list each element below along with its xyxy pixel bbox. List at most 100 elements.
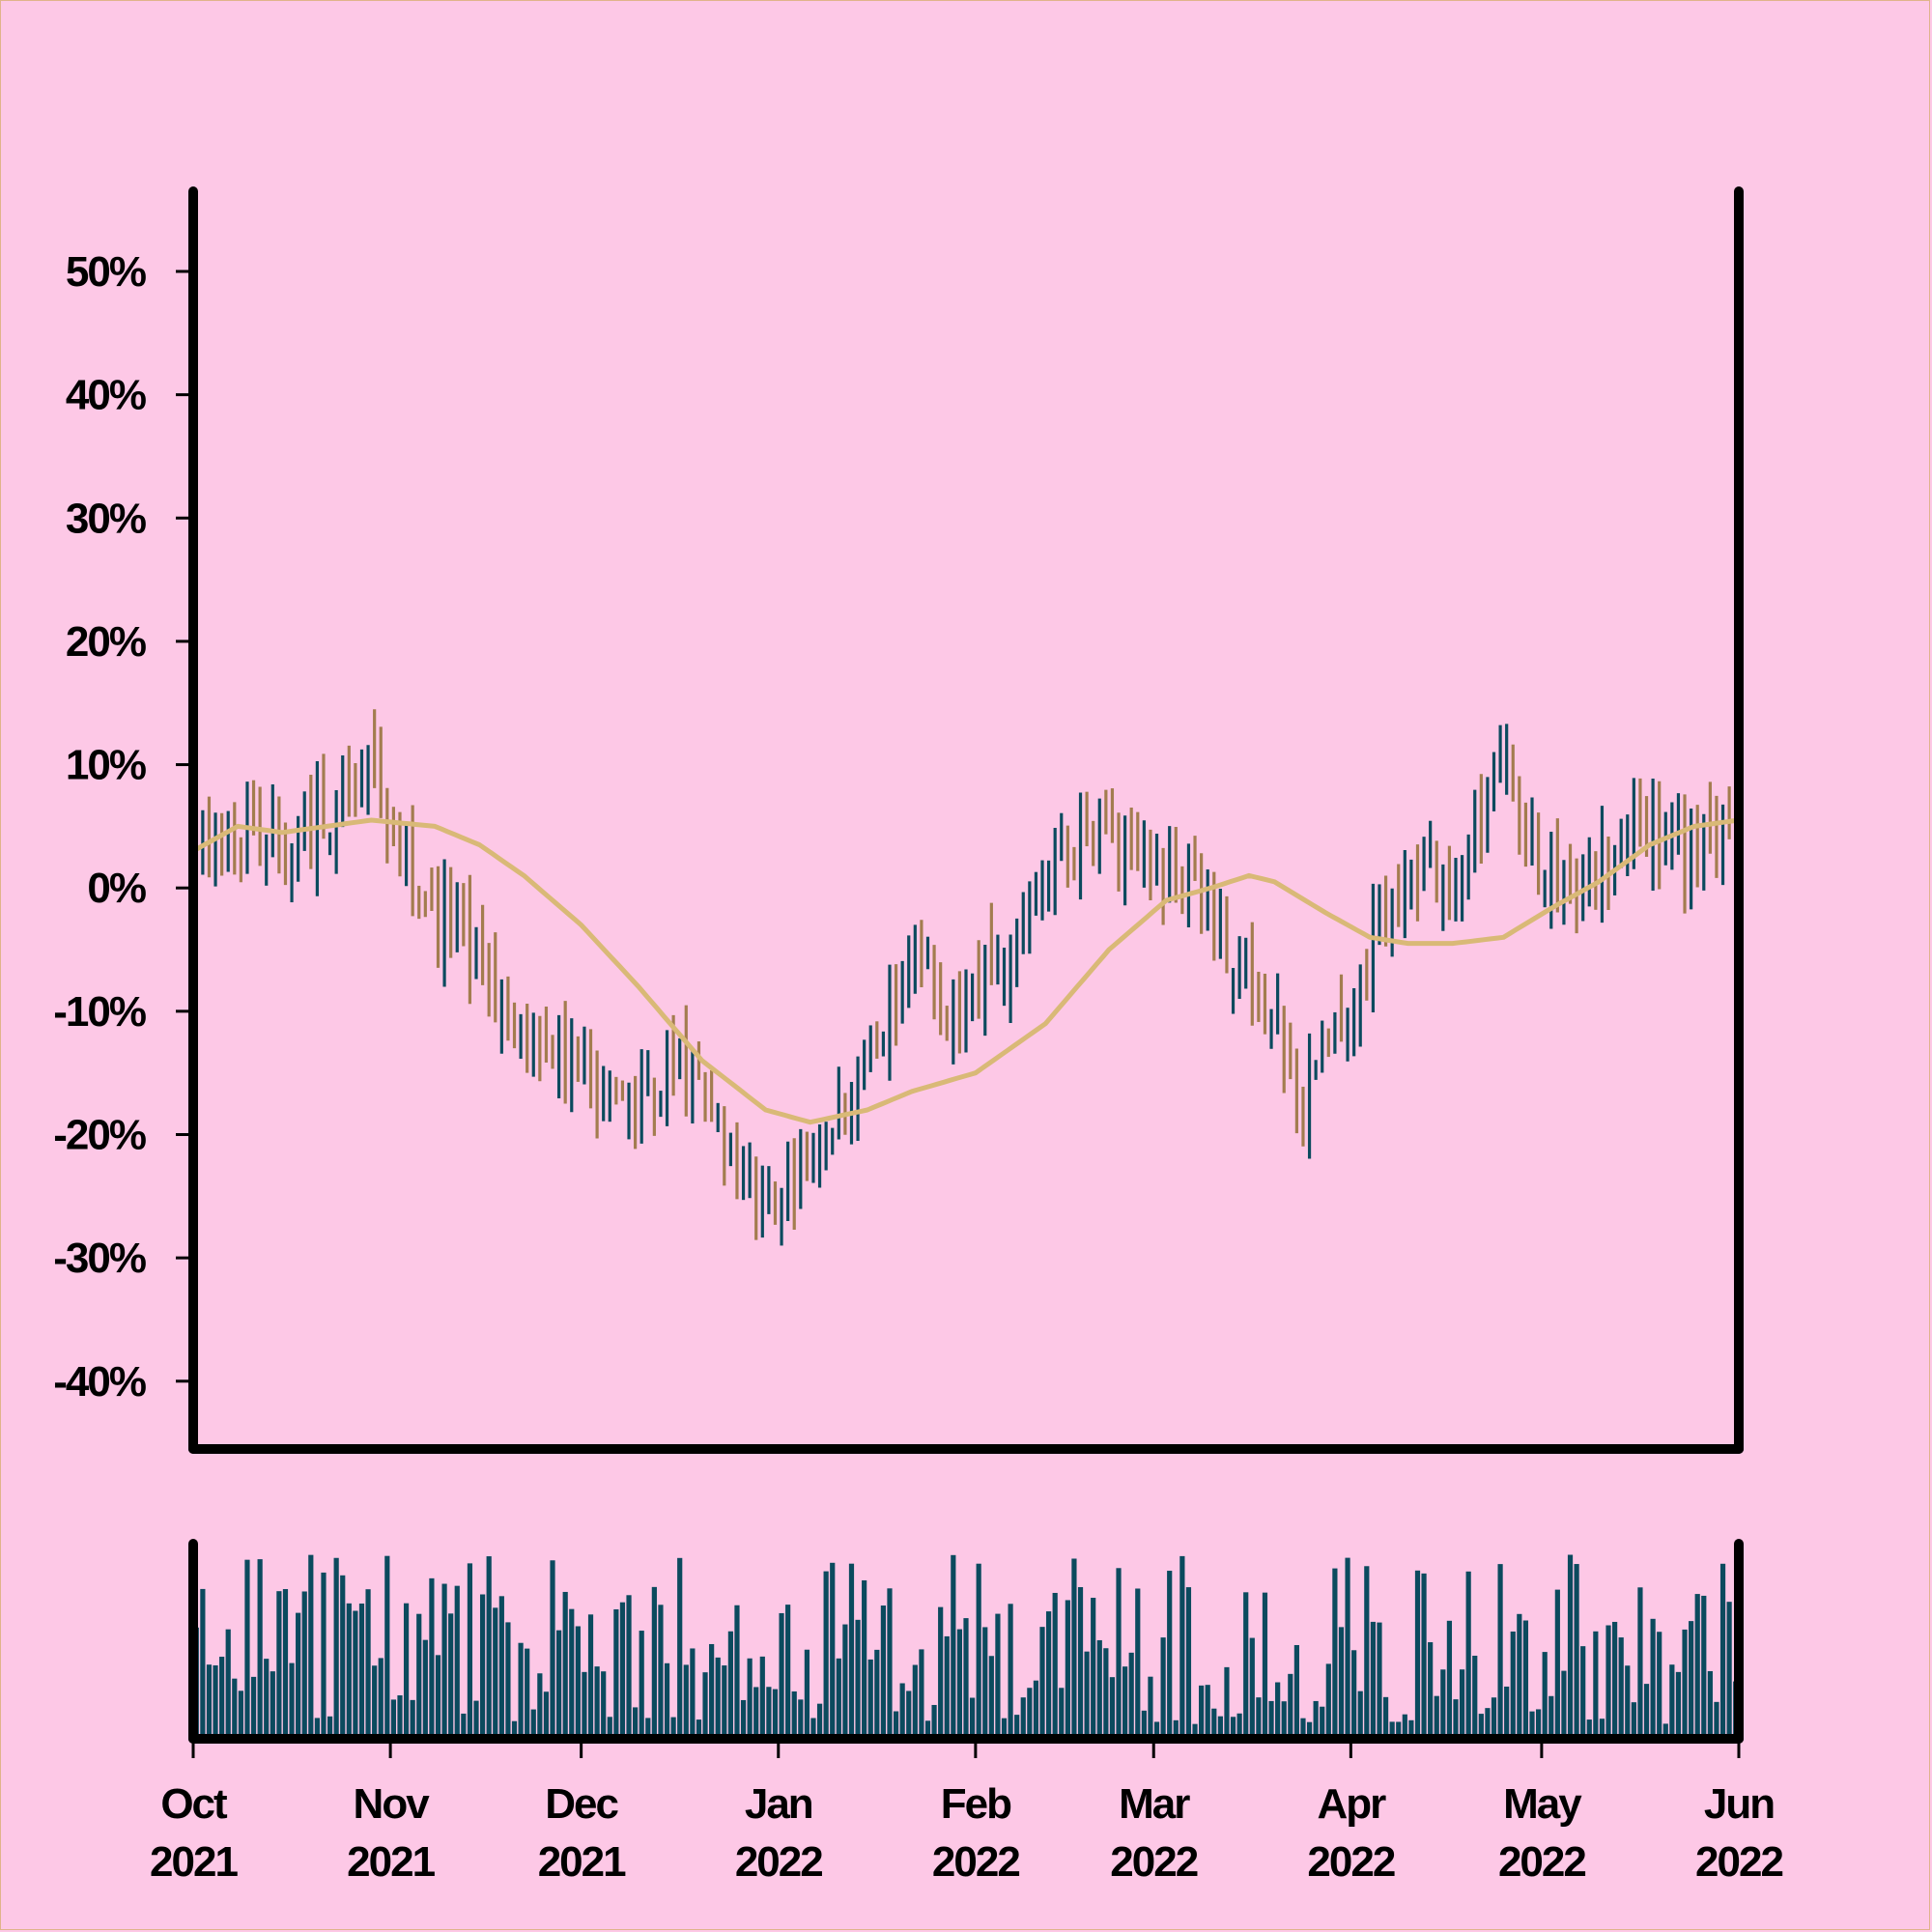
x-tick-month-label: Nov: [354, 1780, 431, 1828]
volume-bar: [1128, 1652, 1134, 1734]
y-tick-label: 30%: [66, 495, 146, 542]
volume-bar: [1382, 1696, 1389, 1734]
volume-bar: [1586, 1719, 1592, 1734]
volume-bar: [1554, 1589, 1560, 1734]
volume-bar: [441, 1583, 447, 1734]
volume-bar: [772, 1689, 779, 1734]
volume-bar: [289, 1662, 295, 1734]
volume-bar: [1096, 1639, 1102, 1734]
y-tick-label: 20%: [66, 618, 146, 666]
volume-bar: [1580, 1646, 1586, 1734]
x-tick-year-label: 2022: [1307, 1838, 1394, 1886]
volume-bar: [791, 1690, 797, 1734]
volume-bar: [1020, 1697, 1026, 1734]
volume-bar: [1160, 1637, 1166, 1734]
volume-bar: [1230, 1717, 1236, 1734]
volume-bar: [759, 1656, 765, 1734]
x-tick-month-label: Jun: [1704, 1780, 1774, 1828]
volume-bar: [931, 1704, 937, 1734]
volume-bar: [1657, 1632, 1662, 1734]
y-tick-label: 40%: [66, 372, 146, 419]
volume-bar: [416, 1613, 422, 1734]
volume-bar: [238, 1690, 243, 1734]
x-tick-year-label: 2021: [538, 1838, 626, 1886]
volume-bar: [677, 1557, 683, 1734]
volume-bar: [1440, 1669, 1446, 1734]
volume-bar: [390, 1699, 397, 1734]
y-axis-ticks: -40% -30% -20% -10% 0% 10% 20% 30% 40% 50%: [53, 248, 189, 1406]
volume-bar: [1370, 1621, 1376, 1734]
volume-bar: [353, 1610, 358, 1734]
volume-bar: [562, 1591, 568, 1734]
ohlc-bars: [194, 709, 1738, 1246]
volume-bar: [1714, 1701, 1719, 1734]
x-tick-year-label: 2022: [932, 1838, 1019, 1886]
volume-bar: [1389, 1721, 1395, 1734]
volume-bar: [1249, 1637, 1255, 1734]
volume-bar: [696, 1719, 702, 1734]
volume-bar: [327, 1716, 333, 1734]
volume-bar: [633, 1707, 639, 1734]
volume-bar: [1153, 1721, 1160, 1734]
volume-bar: [1485, 1708, 1491, 1734]
volume-bar: [919, 1649, 924, 1734]
volume-bar: [543, 1691, 550, 1734]
volume-bar: [296, 1612, 301, 1734]
volume-bar: [1694, 1594, 1700, 1734]
volume-bar: [1199, 1685, 1205, 1734]
volume-bar: [1001, 1718, 1008, 1734]
volume-bar: [785, 1605, 791, 1734]
volume-bar: [525, 1648, 530, 1734]
volume-bar: [1548, 1695, 1554, 1734]
volume-bar: [582, 1671, 587, 1734]
volume-bar: [498, 1596, 504, 1734]
volume-bar: [1345, 1557, 1350, 1734]
volume-bar: [1535, 1709, 1542, 1734]
volume-bar: [944, 1635, 950, 1734]
volume-bar: [855, 1619, 861, 1734]
x-tick-month-label: Mar: [1119, 1780, 1190, 1828]
volume-bar: [276, 1591, 282, 1734]
volume-bar: [690, 1648, 696, 1734]
volume-bar: [1288, 1673, 1293, 1734]
volume-bar: [893, 1711, 899, 1734]
volume-bar: [1351, 1650, 1357, 1734]
volume-bar: [1605, 1625, 1611, 1734]
volume-bar: [862, 1579, 867, 1734]
volume-bar: [1522, 1620, 1529, 1734]
volume-bar: [511, 1720, 518, 1734]
volume-bar: [607, 1717, 612, 1734]
x-tick-month-label: May: [1503, 1780, 1582, 1828]
volume-bar: [976, 1563, 981, 1734]
volume-bar: [1625, 1665, 1631, 1734]
volume-bar: [1116, 1568, 1122, 1734]
volume-bar: [518, 1642, 524, 1734]
x-tick-year-label: 2022: [1695, 1838, 1782, 1886]
volume-bar: [1414, 1570, 1421, 1734]
volume-bar: [473, 1700, 479, 1734]
volume-bar: [270, 1671, 275, 1734]
volume-bar: [1421, 1573, 1427, 1734]
volume-bar: [1428, 1642, 1434, 1734]
volume-bar: [1014, 1715, 1020, 1734]
axes: [188, 186, 1744, 1744]
volume-bar: [1446, 1620, 1453, 1734]
volume-bar: [1039, 1627, 1045, 1734]
volume-bar: [899, 1683, 905, 1734]
volume-bar: [639, 1631, 644, 1734]
volume-bar: [1224, 1666, 1230, 1734]
y-tick-label: 10%: [66, 742, 146, 789]
volume-bar: [505, 1622, 511, 1734]
volume-bar: [1357, 1690, 1363, 1734]
volume-bar: [1148, 1676, 1153, 1734]
volume-bar: [1497, 1564, 1503, 1734]
volume-bar: [1561, 1670, 1567, 1734]
volume-bar: [1325, 1663, 1331, 1734]
volume-bar: [346, 1603, 352, 1734]
volume-bar: [1262, 1592, 1268, 1734]
volume-bar: [1084, 1651, 1090, 1734]
volume-bar: [1459, 1669, 1465, 1734]
volume-bar: [378, 1658, 384, 1734]
volume-bar: [550, 1560, 555, 1734]
volume-bar: [1091, 1598, 1096, 1734]
